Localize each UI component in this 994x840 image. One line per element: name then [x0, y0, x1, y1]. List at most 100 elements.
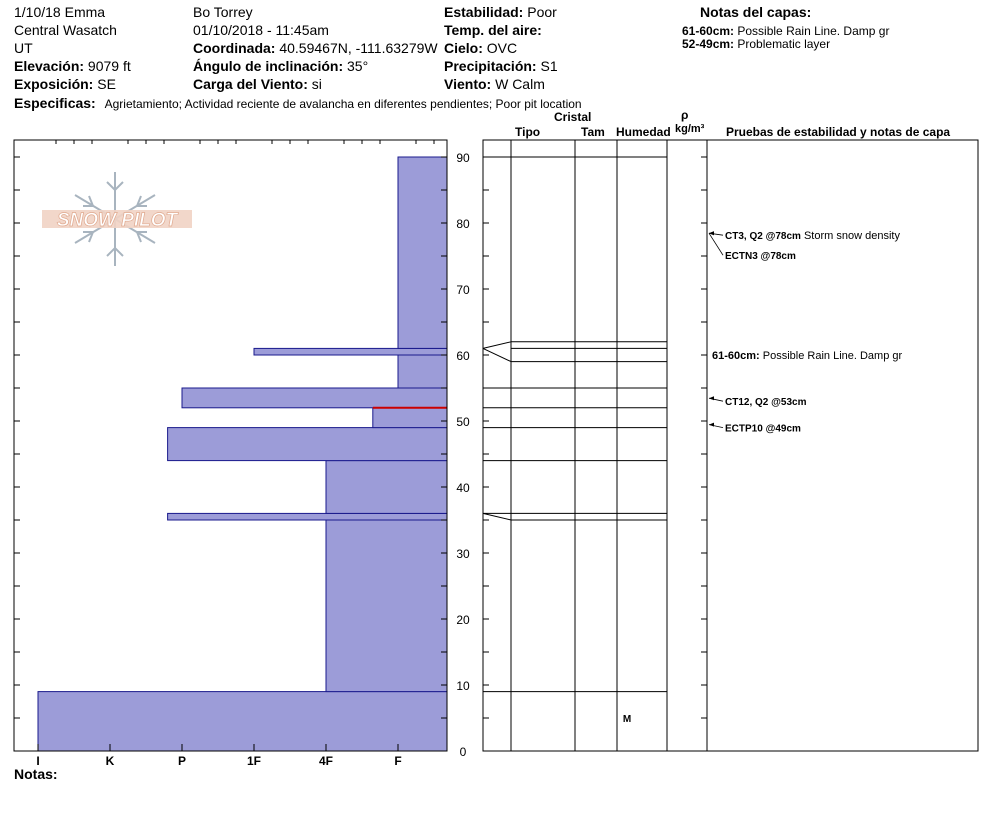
stability-test-code: ECTP10 @49cm — [725, 424, 801, 435]
wind-load-label: Carga del Viento: — [193, 76, 308, 92]
elevation-value: 9079 ft — [87, 58, 131, 74]
notes-label: Notas: — [14, 766, 58, 782]
hardness-layer — [325, 519, 448, 693]
col-header-humedad: Humedad — [616, 125, 671, 139]
region: Central Wasatch — [14, 22, 117, 38]
aspect-label: Exposición: — [14, 76, 94, 92]
arrow-icon — [709, 422, 714, 427]
wind-label: Viento: — [444, 76, 492, 92]
hardness-layer — [37, 691, 448, 752]
layer-note-1: 61-60cm: Possible Rain Line. Damp gr — [682, 25, 889, 37]
stability-label: Estabilidad: — [444, 4, 524, 20]
hardness-layer — [181, 387, 448, 409]
hardness-layer — [397, 156, 448, 349]
wind-load-row: Carga del Viento: si — [193, 77, 322, 91]
stability-test-label: CT3, Q2 @78cm Storm snow density — [725, 230, 900, 242]
precip-row: Precipitación: S1 — [444, 59, 558, 73]
stability-test-label: ECTN3 @78cm — [725, 251, 796, 262]
wind-load-value: si — [311, 76, 322, 92]
layer-connector — [482, 512, 512, 521]
hardness-layer — [253, 347, 448, 356]
aspect-row: Exposición: SE — [14, 77, 116, 91]
x-tick-label: 1F — [247, 754, 261, 768]
arrow-icon — [709, 396, 714, 401]
air-temp-label: Temp. del aire: — [444, 22, 542, 38]
specifics-value: Agrietamiento; Actividad reciente de ava… — [104, 97, 582, 111]
stability-test-note: Possible Rain Line. Damp gr — [760, 350, 903, 362]
precip-label: Precipitación: — [444, 58, 537, 74]
x-tick-label: P — [178, 754, 186, 768]
stability-value: Poor — [527, 4, 557, 20]
stability-test-code: CT12, Q2 @53cm — [725, 397, 807, 408]
state: UT — [14, 40, 33, 56]
y-tick-label: 10 — [456, 679, 470, 693]
elevation-row: Elevación: 9079 ft — [14, 59, 131, 73]
observer: Bo Torrey — [193, 4, 253, 20]
y-tick-label: 20 — [456, 613, 470, 627]
stability-test-code: 61-60cm: — [712, 350, 760, 362]
air-temp-row: Temp. del aire: — [444, 23, 542, 37]
stability-test-label: CT12, Q2 @53cm — [725, 397, 807, 408]
y-tick-label: 90 — [456, 151, 470, 165]
coordinate-value: 40.59467N, -111.63279W — [279, 40, 438, 56]
precip-value: S1 — [540, 58, 558, 74]
date-observer: 1/10/18 Emma — [14, 4, 106, 20]
sky-value: OVC — [486, 40, 518, 56]
stability-test-code: ECTN3 @78cm — [725, 251, 796, 262]
slope-label: Ángulo de inclinación: — [193, 58, 344, 74]
arrow-icon — [709, 231, 714, 236]
x-tick-label: I — [36, 754, 39, 768]
layer-connector — [482, 341, 512, 363]
wind-value: W Calm — [495, 76, 545, 92]
hardness-chart-frame — [13, 139, 448, 752]
snowpilot-logo: SNOW PILOT — [42, 172, 192, 266]
elevation-label: Elevación: — [14, 58, 85, 74]
aspect-value: SE — [97, 76, 116, 92]
x-tick-label: F — [394, 754, 401, 768]
col-header-density-unit: kg/m³ — [675, 123, 705, 135]
wind-row: Viento: W Calm — [444, 77, 545, 91]
y-tick-label: 0 — [460, 745, 467, 759]
y-tick-label: 80 — [456, 217, 470, 231]
coordinate-label: Coordinada: — [193, 40, 276, 56]
col-header-rho: ρ — [681, 108, 689, 122]
x-tick-label: 4F — [319, 754, 333, 768]
test-pointer — [708, 232, 724, 256]
stability-test-note: Storm snow density — [801, 230, 901, 242]
y-tick-label: 50 — [456, 415, 470, 429]
col-header-tam: Tam — [581, 125, 605, 139]
coordinate-row: Coordinada: 40.59467N, -111.63279W — [193, 41, 438, 55]
layer-note-depth: 52-49cm: — [682, 37, 735, 51]
sky-label: Cielo: — [444, 40, 483, 56]
y-tick-label: 60 — [456, 349, 470, 363]
specifics-label: Especificas: — [14, 95, 96, 111]
sky-row: Cielo: OVC — [444, 41, 517, 55]
layer-note-depth: 61-60cm: — [682, 24, 735, 38]
stability-test-label: ECTP10 @49cm — [725, 424, 801, 435]
layer-note-2: 52-49cm: Problematic layer — [682, 38, 830, 50]
hardness-layer — [397, 354, 448, 389]
y-tick-label: 40 — [456, 481, 470, 495]
slope-row: Ángulo de inclinación: 35° — [193, 59, 368, 73]
specifics-row: Especificas: Agrietamiento; Actividad re… — [14, 96, 582, 112]
stability-row: Estabilidad: Poor — [444, 5, 557, 19]
logo-text: SNOW PILOT — [57, 210, 179, 231]
col-header-tests: Pruebas de estabilidad y notas de capa — [726, 125, 951, 139]
col-header-cristal: Cristal — [554, 110, 592, 124]
hardness-layer — [372, 407, 448, 429]
layer-note-text: Possible Rain Line. Damp gr — [737, 24, 890, 38]
hardness-layer — [325, 460, 448, 514]
x-tick-label: K — [106, 754, 115, 768]
slope-value: 35° — [347, 58, 369, 74]
moisture-label: M — [623, 714, 631, 725]
layer-notes-title: Notas del capas: — [700, 4, 812, 20]
datetime: 01/10/2018 - 11:45am — [193, 22, 329, 38]
y-tick-label: 30 — [456, 547, 470, 561]
y-tick-label: 70 — [456, 283, 470, 297]
layer-note-text: Problematic layer — [737, 37, 831, 51]
layer-table-frame — [482, 139, 979, 752]
stability-test-code: CT3, Q2 @78cm — [725, 231, 801, 242]
stability-test-label: 61-60cm: Possible Rain Line. Damp gr — [712, 350, 902, 362]
hardness-layer — [167, 512, 448, 521]
